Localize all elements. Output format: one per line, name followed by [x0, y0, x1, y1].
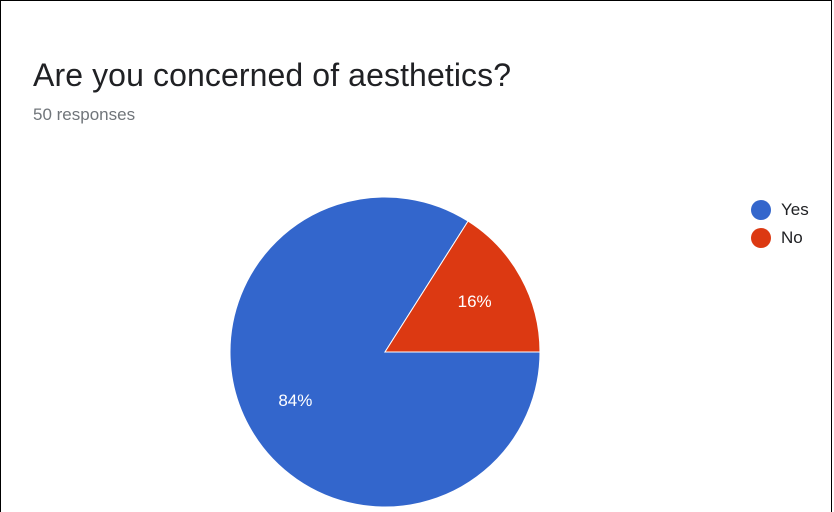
legend-swatch-icon	[751, 200, 771, 220]
pie-slice-no[interactable]	[384, 220, 541, 353]
chart-legend: Yes No	[751, 196, 809, 252]
slice-label-yes: 84%	[278, 391, 312, 410]
legend-label: Yes	[781, 200, 809, 219]
legend-item-yes[interactable]: Yes	[751, 196, 809, 224]
legend-label: No	[781, 228, 803, 247]
slice-label-no: 16%	[458, 292, 492, 311]
response-count: 50 responses	[33, 105, 136, 124]
chart-title: Are you concerned of aesthetics?	[33, 57, 512, 93]
legend-item-no[interactable]: No	[751, 224, 809, 252]
legend-swatch-icon	[751, 228, 771, 248]
